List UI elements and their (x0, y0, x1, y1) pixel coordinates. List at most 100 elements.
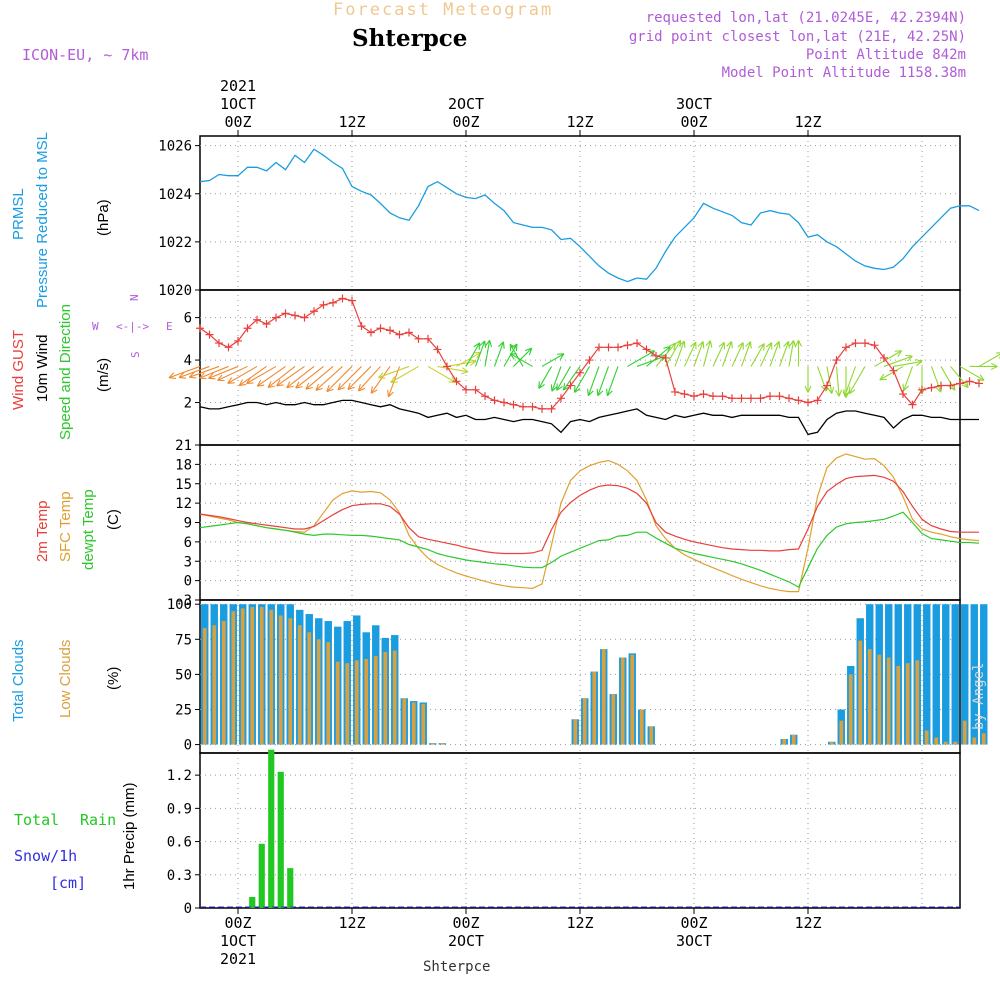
temp-unit-label: (C) (105, 509, 122, 530)
low-clouds-label: Low Clouds (57, 640, 74, 718)
wind-rose-w: W (92, 320, 99, 333)
low-cloud-bar (620, 657, 625, 745)
gust-marker (813, 396, 822, 405)
y-tick-label: 100 (167, 597, 192, 613)
wind-arrow (347, 366, 372, 390)
wind-arrow (693, 341, 704, 367)
low-cloud-bar (582, 698, 587, 745)
wind-arrow (286, 366, 315, 389)
gust-marker (918, 385, 926, 394)
wind-arrow-head (827, 386, 835, 394)
gust-marker (424, 334, 432, 343)
wind-arrow (178, 365, 210, 379)
wind-arrow-head (208, 372, 216, 380)
gust-marker (889, 366, 898, 375)
wind-arrow (541, 353, 565, 367)
low-cloud-bar (905, 663, 910, 745)
wind-arrow-head (606, 388, 613, 397)
wind-arrow-head (990, 362, 998, 370)
wind-arrow-head (915, 358, 923, 366)
wind-arrow-head (357, 384, 366, 392)
location-title: Shterpce (352, 25, 468, 52)
bottom-tick-date: 3OCT (676, 932, 712, 950)
gust-marker (861, 339, 869, 348)
y-tick-label: 12 (175, 496, 192, 512)
wind-arrow (390, 365, 419, 383)
wind-arrow (721, 341, 733, 367)
precip-panel: 0 0.3 0.6 0.9 1.2 (167, 749, 961, 917)
low-cloud-bar (962, 720, 967, 745)
wind-arrow-head (550, 384, 558, 392)
wind-arrow (358, 366, 381, 392)
wind-arrow (556, 366, 571, 391)
gust-marker (595, 343, 603, 352)
wind-arrow-head (737, 342, 744, 350)
wind-arrow (883, 355, 913, 367)
wind-arrow (378, 365, 410, 379)
gust-marker (585, 356, 594, 365)
wind-arrow (199, 365, 229, 379)
wind-arrow-head (726, 341, 733, 349)
pressure-panel: 1020 1022 1024 1026 (158, 135, 980, 299)
low-cloud-bar (858, 640, 863, 745)
wind-arrow (750, 343, 765, 367)
wind-arrow-head (305, 382, 313, 390)
gust-marker (870, 341, 879, 350)
low-cloud-bar (259, 607, 264, 745)
low-cloud-bar (335, 661, 340, 745)
gust-marker (433, 345, 442, 354)
gust-marker (775, 392, 784, 401)
wind-arrow (227, 365, 258, 384)
y-tick-label: 6 (184, 535, 192, 551)
dewpt-temp-line (199, 511, 980, 588)
gust-marker (234, 336, 242, 345)
y-tick-label: 50 (175, 667, 192, 683)
bottom-tick-label: 12Z (566, 914, 593, 932)
gust-marker (737, 394, 746, 403)
wind-10m-line (199, 399, 979, 436)
low-cloud-bar (886, 657, 891, 745)
wind-arrow-head (238, 379, 247, 387)
gust-marker (538, 404, 546, 413)
wind-arrow-head (848, 386, 856, 395)
gust-marker (481, 392, 489, 401)
wind-arrow (978, 353, 1000, 367)
y-tick-label: 21 (175, 438, 192, 454)
gust-marker (300, 313, 309, 322)
gust-marker (566, 381, 575, 390)
wind-arrow-head (879, 373, 887, 381)
wind-arrow-head (835, 389, 843, 397)
gust-marker (623, 341, 632, 350)
wind-arrow (295, 366, 324, 389)
low-cloud-bar (316, 639, 321, 745)
wind-arrow-head (188, 371, 197, 379)
gust-marker (500, 398, 508, 407)
low-cloud-bar (307, 632, 312, 745)
gust-marker (367, 328, 375, 337)
wind-arrow-head (217, 374, 225, 382)
gust-marker (709, 392, 717, 401)
gust-marker (224, 343, 233, 352)
gust-marker (557, 394, 565, 403)
gust-marker (756, 394, 765, 403)
rain-label: Rain (80, 811, 116, 829)
y-tick-label: 1026 (158, 139, 192, 155)
prmsl-label: PRMSL (10, 188, 27, 240)
rain-bar (277, 771, 284, 908)
top-tick-date: 3OCT (676, 95, 712, 113)
wind-arrow-head (315, 383, 323, 391)
low-cloud-bar (421, 703, 426, 745)
wind-arrow-head (745, 341, 752, 349)
gust-marker (690, 392, 698, 401)
temp-2m-label: 2m Temp (34, 501, 51, 562)
gust-marker (319, 300, 328, 309)
wind-arrow (665, 340, 682, 367)
wind-arrow-head (485, 339, 493, 348)
wind-arrow-head (246, 377, 254, 384)
wind-arrow (574, 366, 590, 393)
low-cloud-bar (839, 720, 844, 745)
snow-unit-label: [cm] (50, 874, 86, 892)
wind-arrow (509, 343, 524, 367)
wind-arrow (267, 366, 296, 388)
gust-marker (794, 396, 803, 405)
